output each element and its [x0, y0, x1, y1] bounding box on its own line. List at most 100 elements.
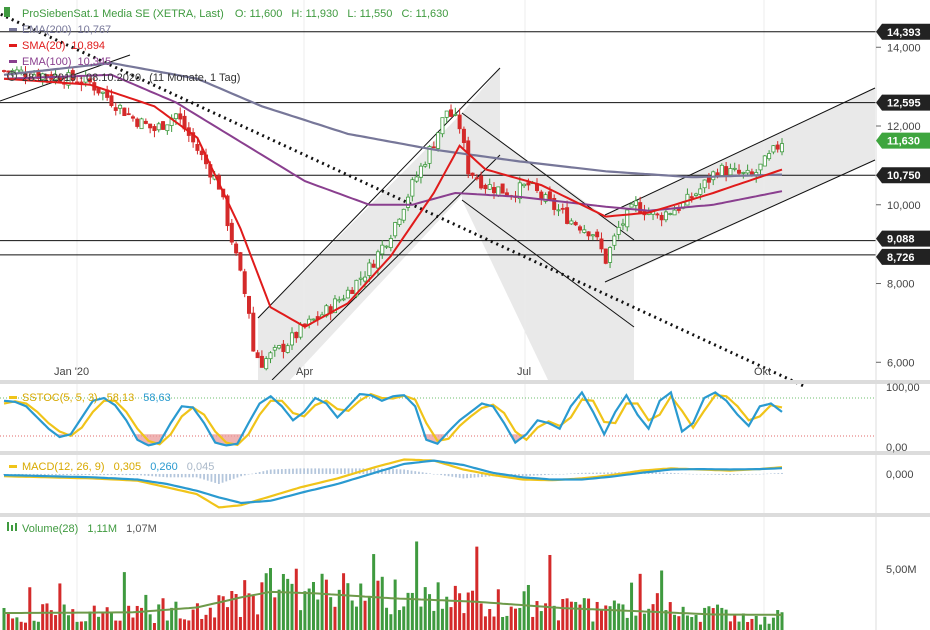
macd-hist-bar [262, 471, 265, 474]
macd-hist-bar [117, 473, 120, 476]
volume-bar [587, 598, 591, 630]
candle-body [178, 113, 183, 120]
candle-body [629, 203, 634, 208]
macd-legend: MACD(12, 26, 9) 0,305 0,260 0,045 [22, 461, 214, 473]
volume-bar [208, 607, 212, 630]
candle-body [586, 231, 591, 237]
macd-hist-bar [325, 468, 328, 474]
clock-icon [7, 71, 17, 81]
price-tags: 14,393 12,595 11,630 10,750 9,088 8,726 [876, 23, 930, 265]
volume-bar [144, 594, 148, 630]
macd-hist-bar [288, 468, 291, 474]
macd-hist-bar [610, 472, 613, 474]
candle-body [118, 104, 123, 109]
candle-body [539, 191, 544, 199]
volume-bar [397, 610, 401, 630]
volume-bar [58, 583, 62, 630]
candle-body [195, 144, 200, 151]
candle-body [767, 153, 772, 160]
stoch-oversold-fill [4, 434, 782, 446]
candle-body [238, 252, 243, 271]
volume-bar [385, 607, 389, 630]
macd-hist-bar [658, 472, 661, 474]
volume-bar [264, 573, 268, 630]
macd-hist-bar [451, 473, 454, 477]
macd-hist-bar [455, 473, 457, 478]
volume-bar [350, 600, 354, 630]
volume-bar [161, 598, 165, 630]
volume-bar [178, 618, 182, 630]
macd-hist-bar [777, 473, 780, 474]
macd-hist-bar [403, 469, 406, 474]
candle-body [375, 251, 380, 269]
period-range: 28.11.2019 - 08.10.2020 (11 Monate, 1 Tag… [22, 72, 240, 84]
candle-body [350, 289, 355, 294]
volume-bar [754, 615, 758, 630]
volume-bar [6, 612, 10, 630]
macd-hist-bar [47, 473, 50, 476]
macd-hist-bar [425, 472, 428, 474]
volume-bar [320, 573, 324, 630]
volume-bar [127, 605, 131, 630]
volume-bar [728, 621, 732, 630]
candle-body [229, 222, 234, 243]
macd-hist-bar [129, 473, 131, 476]
volume-bar [604, 605, 608, 630]
volume-bar [316, 599, 320, 630]
macd-hist-bar [714, 473, 717, 475]
candle-body [517, 182, 522, 200]
volume-bar [238, 616, 242, 630]
volume-bar [204, 614, 208, 630]
macd-hist-bar [732, 473, 735, 475]
macd-hist-bar [251, 473, 254, 475]
volume-bar [432, 610, 436, 630]
volume-bar [578, 604, 582, 630]
macd-hist-bar [692, 473, 694, 475]
volume-bar [277, 589, 281, 630]
candle-body [638, 202, 643, 214]
candle-body [332, 298, 337, 314]
macd-hist-bar [106, 473, 109, 476]
volume-bar [483, 616, 487, 630]
volume-bar [767, 623, 771, 630]
candle-body [745, 169, 750, 174]
price-tag-label-4: 9,088 [887, 234, 915, 246]
macd-hist-bar [277, 469, 280, 474]
volume-bar [668, 602, 672, 630]
volume-bar [625, 617, 629, 630]
macd-hist-bar [329, 468, 331, 474]
candle-body [775, 144, 780, 150]
macd-hist-bar [718, 473, 720, 475]
macd-hist-bar [314, 468, 317, 474]
volume-bar [66, 615, 70, 630]
volume-bar [281, 573, 285, 630]
macd-hist-bar [466, 473, 468, 479]
candle-body [126, 113, 131, 116]
x-label-jan: Jan '20 [54, 366, 89, 378]
candle-body [285, 345, 290, 353]
macd-hist-bar [543, 473, 546, 476]
candle-body [294, 331, 299, 339]
volume-bar [92, 605, 96, 630]
candle-body [225, 195, 230, 227]
macd-hist-bar [236, 473, 239, 478]
candle-body [655, 213, 660, 216]
volume-bar [294, 568, 298, 630]
candle-body [672, 209, 677, 216]
macd-hist-bar [373, 468, 376, 474]
macd-hist-bar [751, 473, 754, 475]
volume-bar [617, 603, 621, 630]
candle-body [633, 200, 638, 206]
volume-bar [97, 616, 101, 630]
volume-bar [621, 604, 625, 630]
macd-hist-bar [566, 473, 569, 475]
candle-body [479, 175, 484, 189]
volume-panel: Volume(28) 1,11M 1,07M 5,00M [2, 522, 917, 630]
volume-bar [329, 597, 333, 630]
macd-hist-bar [673, 473, 676, 474]
candle-body [264, 358, 269, 370]
candle-body [689, 196, 694, 199]
volume-bar [19, 621, 23, 630]
volume-bar [49, 610, 53, 630]
candle-body [165, 124, 170, 132]
